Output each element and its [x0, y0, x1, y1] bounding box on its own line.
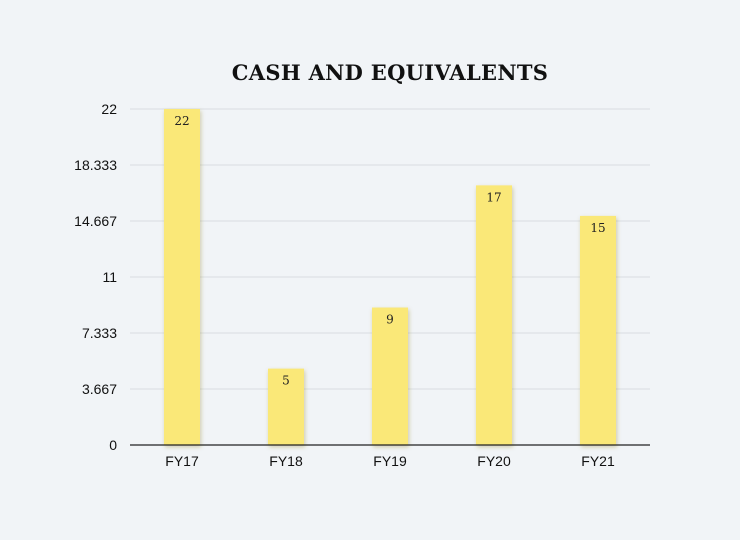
y-tick-label: 0 — [109, 437, 117, 453]
x-tick-label: FY18 — [269, 453, 303, 469]
x-tick-label: FY19 — [373, 453, 407, 469]
bar-fy20 — [476, 185, 512, 445]
y-tick-label: 3.667 — [82, 381, 117, 397]
y-tick-label: 22 — [101, 101, 117, 117]
x-tick-label: FY20 — [477, 453, 511, 469]
data-label: 5 — [282, 374, 290, 388]
bar-fy18 — [268, 368, 304, 445]
x-tick-label: FY17 — [165, 453, 199, 469]
data-labels: 22 5 9 17 15 — [174, 114, 605, 388]
data-label: 22 — [174, 114, 189, 128]
bar-fy19 — [372, 307, 408, 445]
data-label: 9 — [386, 313, 394, 327]
y-tick-label: 7.333 — [82, 325, 117, 341]
bar-fy21 — [580, 215, 616, 445]
chart-title: CASH AND EQUIVALENTS — [231, 60, 549, 85]
y-tick-label: 18.333 — [74, 157, 117, 173]
bar-fy17 — [164, 109, 200, 445]
x-tick-label: FY21 — [581, 453, 615, 469]
y-tick-label: 11 — [102, 269, 117, 285]
data-label: 17 — [486, 190, 501, 204]
bars — [164, 109, 616, 445]
x-axis-ticks: FY17 FY18 FY19 FY20 FY21 — [165, 453, 615, 469]
y-tick-label: 14.667 — [74, 213, 117, 229]
y-axis-ticks: 0 3.667 7.333 11 14.667 18.333 22 — [74, 101, 117, 453]
data-label: 15 — [590, 221, 605, 235]
